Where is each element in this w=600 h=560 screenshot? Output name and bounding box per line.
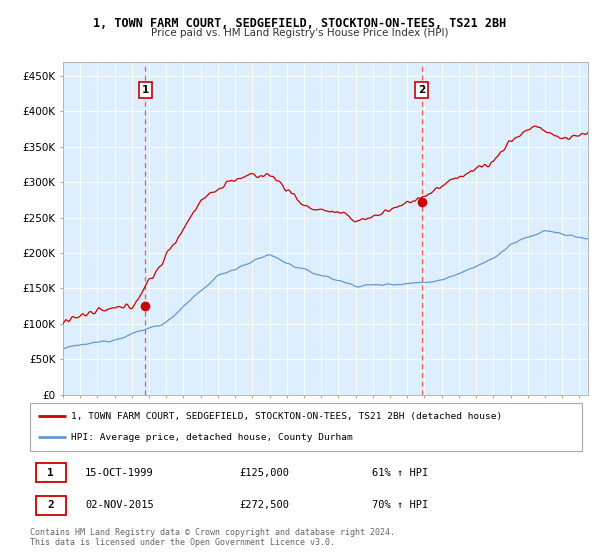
Text: 1, TOWN FARM COURT, SEDGEFIELD, STOCKTON-ON-TEES, TS21 2BH (detached house): 1, TOWN FARM COURT, SEDGEFIELD, STOCKTON… bbox=[71, 412, 503, 421]
Text: 2: 2 bbox=[47, 500, 54, 510]
Text: 15-OCT-1999: 15-OCT-1999 bbox=[85, 468, 154, 478]
Text: £272,500: £272,500 bbox=[240, 500, 290, 510]
Text: 1, TOWN FARM COURT, SEDGEFIELD, STOCKTON-ON-TEES, TS21 2BH: 1, TOWN FARM COURT, SEDGEFIELD, STOCKTON… bbox=[94, 17, 506, 30]
Bar bbox=[35, 463, 66, 482]
Text: HPI: Average price, detached house, County Durham: HPI: Average price, detached house, Coun… bbox=[71, 433, 353, 442]
Bar bbox=[35, 496, 66, 515]
Text: 1: 1 bbox=[142, 85, 149, 95]
Text: Price paid vs. HM Land Registry's House Price Index (HPI): Price paid vs. HM Land Registry's House … bbox=[151, 28, 449, 38]
Text: 61% ↑ HPI: 61% ↑ HPI bbox=[372, 468, 428, 478]
Text: 2: 2 bbox=[418, 85, 425, 95]
Text: £125,000: £125,000 bbox=[240, 468, 290, 478]
Text: Contains HM Land Registry data © Crown copyright and database right 2024.
This d: Contains HM Land Registry data © Crown c… bbox=[30, 528, 395, 547]
Text: 02-NOV-2015: 02-NOV-2015 bbox=[85, 500, 154, 510]
Text: 70% ↑ HPI: 70% ↑ HPI bbox=[372, 500, 428, 510]
Text: 1: 1 bbox=[47, 468, 54, 478]
